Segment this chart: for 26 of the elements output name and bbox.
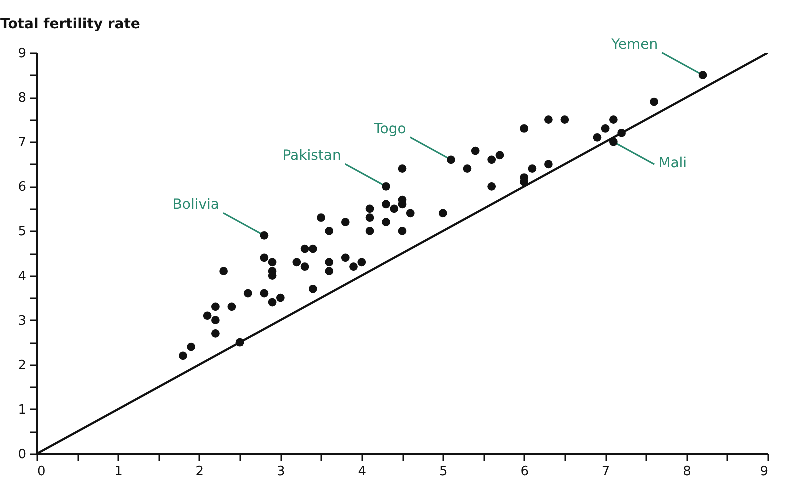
y-tick-label: 2: [18, 358, 26, 374]
x-tick-label: 9: [760, 464, 768, 480]
x-tick-label: 0: [38, 464, 46, 480]
y-axis-title: Total fertility rate: [0, 16, 140, 32]
x-tick-label: 4: [358, 464, 367, 480]
annotation: Bolivia: [172, 197, 220, 214]
y-tick-label: 8: [18, 91, 26, 106]
y-tick-label: 9: [18, 46, 26, 62]
x-tick-label: 1: [114, 464, 123, 480]
annotation: Togo: [373, 121, 406, 138]
x-tick-label: 8: [683, 464, 692, 480]
y-tick-label: 1: [18, 402, 26, 418]
y-tick-label: 5: [18, 224, 26, 240]
annotation: Yemen: [610, 36, 658, 53]
x-tick-label: 2: [196, 464, 204, 480]
y-tick-label: 6: [18, 180, 26, 196]
x-tick-label: 7: [602, 464, 610, 480]
y-tick-label: 3: [18, 314, 26, 329]
annotation: Pakistan: [282, 148, 342, 164]
x-tick-label: 6: [520, 464, 529, 480]
x-tick-label: 5: [439, 464, 448, 480]
x-tick-label: 3: [277, 464, 286, 480]
y-tick-label: 7: [18, 136, 26, 151]
y-tick-label: 4: [18, 269, 26, 284]
y-tick-label: 0: [18, 448, 26, 462]
annotation: Mali: [658, 156, 688, 172]
